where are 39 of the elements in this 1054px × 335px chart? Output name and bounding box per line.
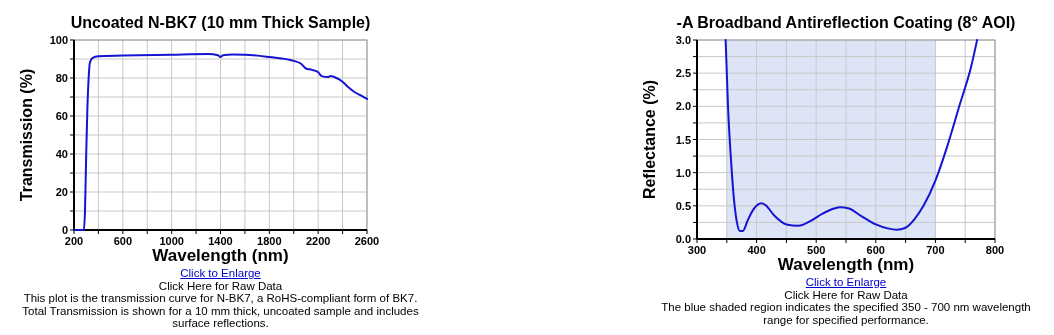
x-tick-label: 500 <box>807 244 826 256</box>
x-tick-label: 1400 <box>208 235 233 247</box>
line-series <box>724 39 979 233</box>
y-tick-label: 3.0 <box>675 34 691 46</box>
y-tick-label: 1.5 <box>675 133 691 146</box>
x-tick-label: 800 <box>985 244 1005 256</box>
x-axis-title: Wavelength (nm) <box>777 255 915 274</box>
x-tick-label: 600 <box>866 244 885 256</box>
text: Click to Enlarge <box>179 267 262 280</box>
x-tick-label: 400 <box>747 244 766 256</box>
text: This plot is the transmission curve for N-BK7, a RoHS-compliant form of BK7. Total Transmission is shown for a 10 mm thick, uncoated sample and includes surface reflections. <box>21 292 420 330</box>
text: Click Here for Raw Data <box>783 288 909 301</box>
y-tick-label: 0.5 <box>675 199 691 212</box>
chart-title: -A Broadband Antireflection Coating (8° AOI) <box>676 14 1016 31</box>
x-axis-title: Wavelength (nm) <box>152 246 289 265</box>
text: The blue shaded region indicates the specified 350 - 700 nm wavelength range for specified performance. <box>660 301 1032 326</box>
y-tick-label: 1.0 <box>675 166 691 179</box>
y-tick-label: 0.0 <box>675 233 691 245</box>
x-tick-label: 1000 <box>159 235 184 247</box>
x-tick-label: 600 <box>113 235 133 247</box>
y-tick-label: 2.5 <box>675 67 691 80</box>
y-tick-label: 100 <box>49 34 68 46</box>
x-tick-label: 200 <box>64 235 84 247</box>
x-tick-label: 1800 <box>257 235 282 247</box>
y-tick-label: 80 <box>55 72 68 84</box>
y-tick-label: 20 <box>55 186 68 198</box>
x-tick-label: 2600 <box>354 235 380 247</box>
x-tick-label: 2200 <box>305 235 331 247</box>
x-tick-label: 700 <box>926 244 945 256</box>
y-axis-title: Reflectance (%) <box>641 79 658 200</box>
y-tick-label: 0 <box>61 224 68 236</box>
text: Click Here for Raw Data <box>157 279 284 292</box>
text: Click to Enlarge <box>804 276 888 289</box>
y-tick-label: 2.0 <box>675 100 691 113</box>
y-axis-title: Transmission (%) <box>18 68 35 202</box>
y-tick-label: 60 <box>55 110 68 122</box>
y-tick-label: 40 <box>55 148 68 160</box>
chart-title: Uncoated N-BK7 (10 mm Thick Sample) <box>70 14 371 31</box>
x-tick-label: 300 <box>687 244 707 256</box>
